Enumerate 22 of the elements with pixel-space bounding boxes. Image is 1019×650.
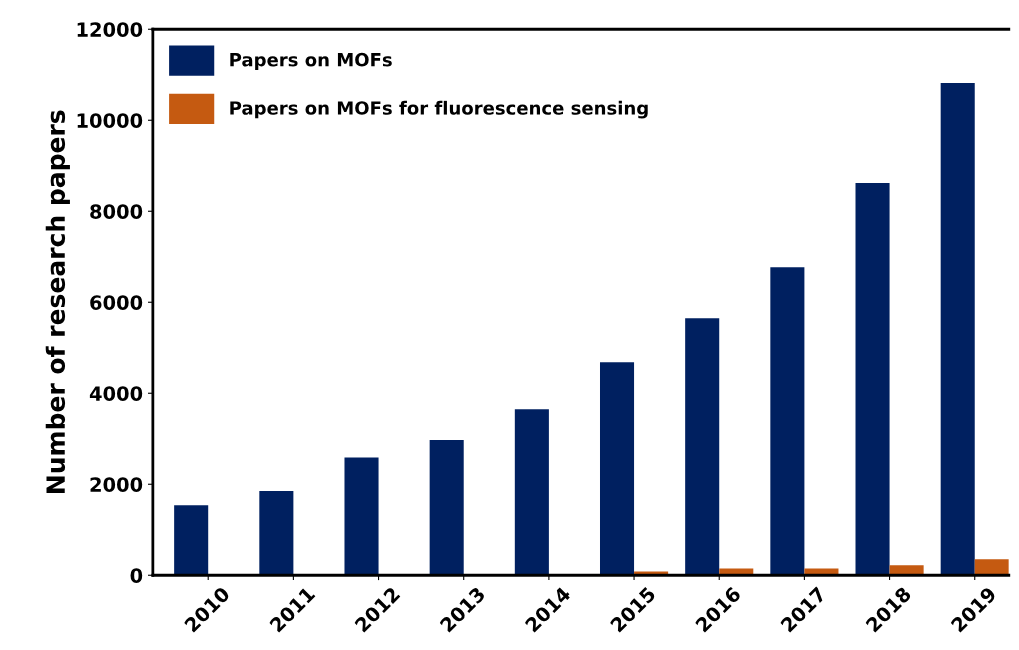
y-tick-label: 2000 xyxy=(90,477,143,492)
y-tick-label: 8000 xyxy=(90,204,143,219)
y-tick-label: 6000 xyxy=(90,295,143,310)
bar xyxy=(855,183,890,576)
bar xyxy=(974,559,1009,576)
bar xyxy=(685,318,720,576)
y-tick-label: 12000 xyxy=(77,22,143,37)
legend-label: Papers on MOFs for fluorescence sensing xyxy=(230,100,648,119)
y-tick-label: 0 xyxy=(130,568,143,583)
bar xyxy=(429,440,464,576)
y-tick-label: 10000 xyxy=(77,113,143,128)
bar xyxy=(599,362,635,576)
bar xyxy=(514,409,549,576)
legend-label: Papers on MOFs xyxy=(230,52,392,71)
bar xyxy=(889,565,924,576)
bar xyxy=(344,457,379,576)
y-tick-label: 4000 xyxy=(89,386,143,401)
y-axis-title: Number of research papers xyxy=(45,110,70,493)
bar xyxy=(259,491,294,576)
bar xyxy=(770,267,805,576)
bar xyxy=(940,82,975,576)
bar xyxy=(174,505,209,576)
